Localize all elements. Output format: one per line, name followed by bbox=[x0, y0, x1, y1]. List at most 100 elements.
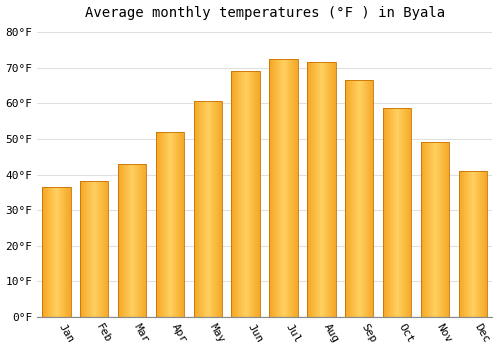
Bar bbox=[401, 108, 402, 317]
Bar bbox=[90, 181, 91, 317]
Bar bbox=[295, 60, 296, 317]
Bar bbox=[44, 187, 45, 317]
Bar bbox=[237, 71, 238, 317]
Bar bbox=[133, 164, 134, 317]
Bar bbox=[250, 71, 251, 317]
Bar bbox=[318, 62, 319, 317]
Bar bbox=[398, 108, 399, 317]
Bar bbox=[254, 71, 255, 317]
Bar bbox=[258, 71, 260, 317]
Bar bbox=[399, 108, 400, 317]
Bar bbox=[333, 62, 334, 317]
Bar bbox=[387, 108, 388, 317]
Bar bbox=[383, 108, 412, 317]
Bar bbox=[194, 102, 222, 317]
Bar bbox=[247, 71, 248, 317]
Bar bbox=[139, 164, 140, 317]
Bar bbox=[445, 142, 446, 317]
Bar bbox=[59, 187, 60, 317]
Bar bbox=[307, 62, 308, 317]
Bar bbox=[128, 164, 129, 317]
Bar bbox=[241, 71, 242, 317]
Bar bbox=[91, 181, 92, 317]
Bar bbox=[329, 62, 330, 317]
Bar bbox=[62, 187, 63, 317]
Bar bbox=[89, 181, 90, 317]
Bar bbox=[482, 171, 483, 317]
Bar bbox=[471, 171, 472, 317]
Bar bbox=[232, 71, 233, 317]
Bar bbox=[83, 181, 84, 317]
Bar bbox=[122, 164, 123, 317]
Bar bbox=[309, 62, 310, 317]
Bar bbox=[426, 142, 427, 317]
Bar bbox=[370, 80, 371, 317]
Bar bbox=[361, 80, 362, 317]
Bar bbox=[50, 187, 51, 317]
Bar bbox=[45, 187, 46, 317]
Bar bbox=[80, 181, 81, 317]
Bar bbox=[69, 187, 70, 317]
Bar bbox=[335, 62, 336, 317]
Bar bbox=[201, 102, 202, 317]
Bar bbox=[104, 181, 105, 317]
Bar bbox=[474, 171, 475, 317]
Bar bbox=[315, 62, 316, 317]
Bar bbox=[97, 181, 98, 317]
Bar bbox=[213, 102, 214, 317]
Bar bbox=[427, 142, 428, 317]
Bar bbox=[63, 187, 64, 317]
Bar bbox=[51, 187, 52, 317]
Bar bbox=[458, 171, 459, 317]
Bar bbox=[245, 71, 246, 317]
Bar bbox=[348, 80, 349, 317]
Bar bbox=[409, 108, 410, 317]
Bar bbox=[345, 80, 374, 317]
Bar bbox=[56, 187, 57, 317]
Bar bbox=[283, 60, 284, 317]
Bar bbox=[465, 171, 466, 317]
Bar bbox=[248, 71, 249, 317]
Bar bbox=[183, 132, 184, 317]
Bar bbox=[316, 62, 317, 317]
Bar bbox=[253, 71, 254, 317]
Bar bbox=[321, 62, 322, 317]
Bar bbox=[81, 181, 82, 317]
Bar bbox=[458, 171, 487, 317]
Bar bbox=[425, 142, 426, 317]
Bar bbox=[64, 187, 65, 317]
Bar bbox=[94, 181, 95, 317]
Bar bbox=[58, 187, 59, 317]
Bar bbox=[84, 181, 85, 317]
Bar bbox=[289, 60, 290, 317]
Bar bbox=[101, 181, 102, 317]
Bar bbox=[178, 132, 179, 317]
Bar bbox=[408, 108, 409, 317]
Bar bbox=[272, 60, 273, 317]
Bar bbox=[246, 71, 247, 317]
Bar bbox=[444, 142, 445, 317]
Bar bbox=[208, 102, 209, 317]
Bar bbox=[234, 71, 235, 317]
Bar bbox=[345, 80, 346, 317]
Bar bbox=[120, 164, 122, 317]
Bar bbox=[198, 102, 200, 317]
Bar bbox=[118, 164, 119, 317]
Bar bbox=[285, 60, 286, 317]
Bar bbox=[168, 132, 169, 317]
Bar bbox=[473, 171, 474, 317]
Bar bbox=[212, 102, 213, 317]
Bar bbox=[131, 164, 132, 317]
Bar bbox=[165, 132, 166, 317]
Bar bbox=[347, 80, 348, 317]
Bar bbox=[373, 80, 374, 317]
Bar bbox=[440, 142, 442, 317]
Bar bbox=[431, 142, 432, 317]
Bar bbox=[232, 71, 260, 317]
Bar bbox=[52, 187, 53, 317]
Bar bbox=[403, 108, 404, 317]
Bar bbox=[443, 142, 444, 317]
Bar bbox=[204, 102, 205, 317]
Bar bbox=[219, 102, 220, 317]
Bar bbox=[206, 102, 207, 317]
